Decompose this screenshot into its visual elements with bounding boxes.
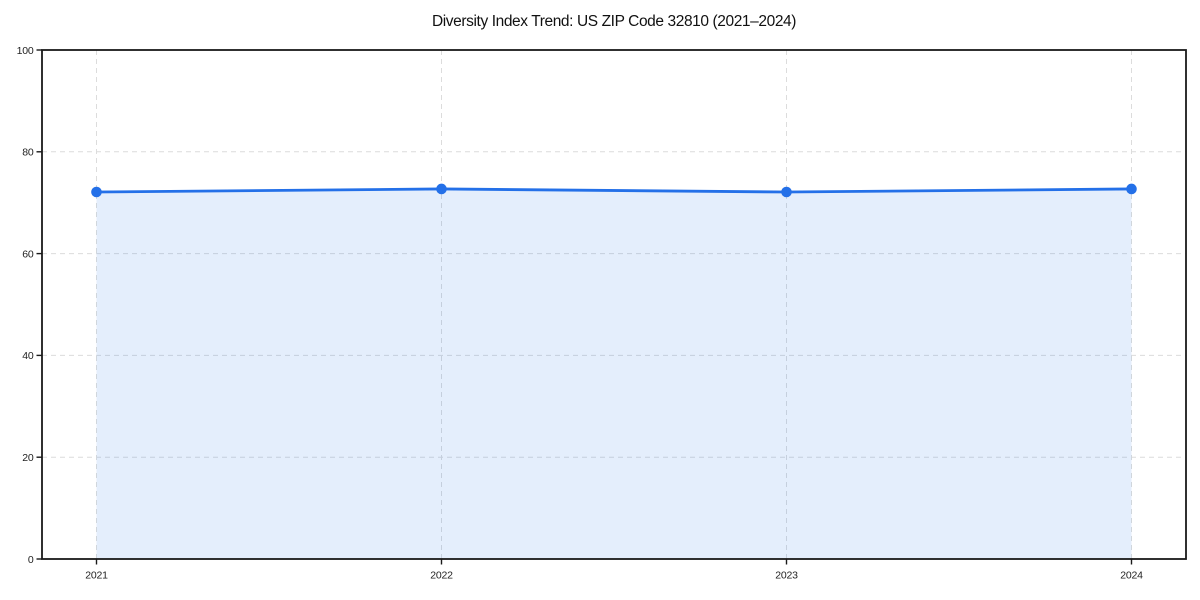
data-point-2024	[1126, 183, 1137, 195]
x-tick-label: 2023	[775, 570, 798, 582]
y-tick-label: 40	[22, 350, 34, 362]
chart-title: Diversity Index Trend: US ZIP Code 32810…	[431, 13, 797, 30]
y-tick-label: 20	[22, 452, 34, 464]
y-tick-label: 100	[17, 45, 34, 57]
y-tick-label: 60	[22, 248, 34, 260]
trend-line	[95, 187, 1133, 194]
data-point-2022	[436, 183, 447, 195]
y-tick-label: 0	[28, 554, 34, 566]
x-tick-label: 2022	[430, 570, 453, 582]
x-tick-label: 2021	[85, 570, 108, 582]
y-tick-label: 80	[22, 147, 34, 159]
x-tick-label: 2024	[1120, 570, 1143, 582]
data-point-2021	[91, 186, 102, 198]
area-fill	[96, 189, 1132, 559]
plot-border	[41, 49, 1187, 560]
data-point-2023	[781, 186, 792, 198]
